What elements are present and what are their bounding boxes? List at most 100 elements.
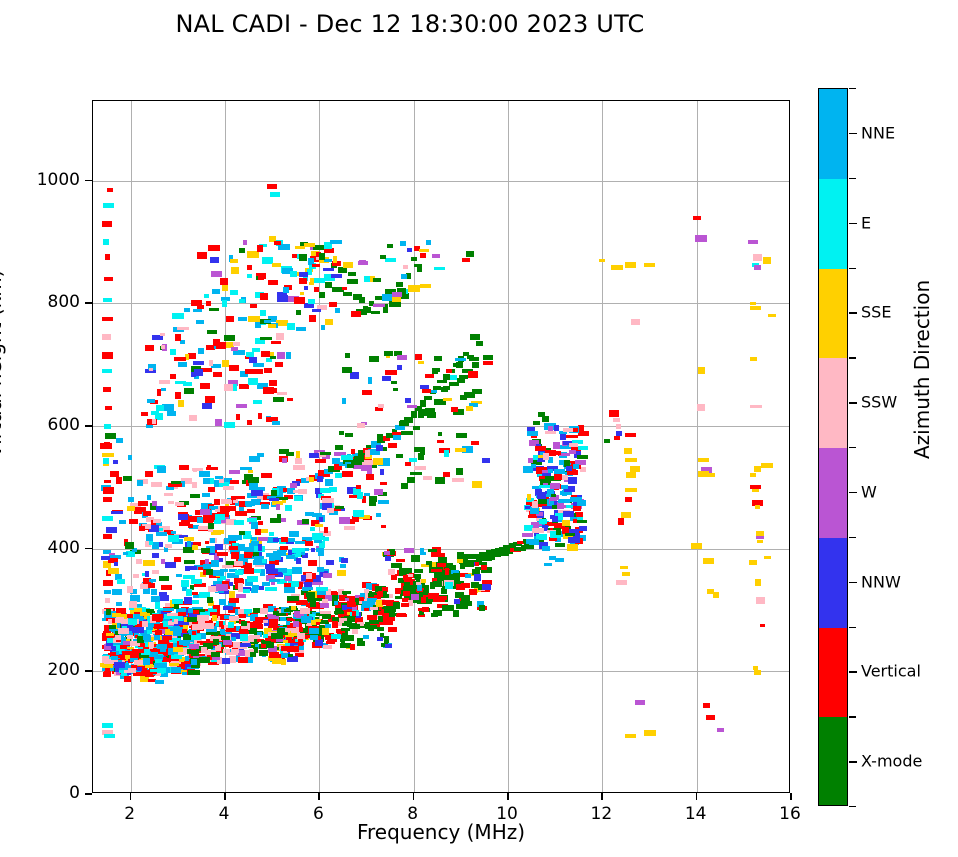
echo-mark xyxy=(219,657,230,664)
echo-mark xyxy=(369,604,378,610)
echo-mark xyxy=(410,593,419,600)
echo-mark xyxy=(129,640,140,646)
echo-mark xyxy=(387,243,394,248)
echo-mark xyxy=(219,278,228,286)
echo-mark xyxy=(455,361,463,368)
echo-mark xyxy=(253,552,260,558)
echo-mark xyxy=(189,493,200,498)
echo-mark xyxy=(377,616,383,623)
echo-mark xyxy=(417,411,424,419)
echo-mark xyxy=(258,413,263,420)
echo-mark xyxy=(214,520,222,525)
echo-mark xyxy=(230,649,239,654)
echo-mark xyxy=(372,304,385,308)
echo-mark xyxy=(134,507,147,515)
echo-mark xyxy=(229,259,238,264)
echo-mark xyxy=(383,593,392,598)
echo-mark xyxy=(120,644,128,649)
echo-mark xyxy=(145,369,157,374)
echo-mark xyxy=(162,608,174,612)
echo-mark xyxy=(262,641,272,645)
echo-mark xyxy=(406,477,415,484)
echo-mark xyxy=(225,507,234,511)
echo-mark xyxy=(437,572,447,580)
echo-mark xyxy=(139,657,148,662)
echo-mark xyxy=(307,299,315,305)
echo-mark xyxy=(532,420,540,425)
echo-mark xyxy=(418,609,424,616)
echo-mark xyxy=(254,322,261,329)
echo-mark xyxy=(343,621,352,626)
echo-mark xyxy=(444,581,453,589)
echo-mark xyxy=(702,557,714,564)
echo-mark xyxy=(325,623,332,628)
echo-mark xyxy=(323,644,333,649)
echo-mark xyxy=(455,584,465,591)
echo-mark xyxy=(383,635,389,643)
echo-mark xyxy=(750,306,762,311)
echo-mark xyxy=(207,607,217,612)
echo-mark xyxy=(379,592,387,599)
echo-mark xyxy=(148,540,153,545)
echo-mark xyxy=(455,591,465,598)
echo-mark xyxy=(313,245,325,251)
echo-mark xyxy=(376,513,382,518)
echo-mark xyxy=(124,675,132,682)
echo-mark xyxy=(167,648,174,656)
echo-mark xyxy=(322,267,334,271)
echo-mark xyxy=(578,424,585,431)
echo-mark xyxy=(356,485,362,490)
echo-mark xyxy=(115,655,124,659)
echo-mark xyxy=(101,316,113,321)
echo-mark xyxy=(353,598,363,606)
echo-mark xyxy=(287,323,296,331)
echo-mark xyxy=(215,574,220,578)
echo-mark xyxy=(175,381,187,385)
colorbar-label-nne: NNE xyxy=(861,123,896,143)
echo-mark xyxy=(259,569,265,577)
echo-mark xyxy=(288,580,300,587)
echo-mark xyxy=(299,241,308,246)
colorbar-label-nnw: NNW xyxy=(861,572,901,592)
echo-mark xyxy=(752,488,760,492)
plot-area xyxy=(92,100,790,793)
echo-mark xyxy=(341,628,351,632)
echo-mark xyxy=(215,476,224,480)
echo-mark xyxy=(419,385,429,390)
x-tick-label: 14 xyxy=(684,804,707,824)
colorbar-boundary-tick xyxy=(849,267,856,269)
echo-mark xyxy=(192,482,198,489)
echo-mark xyxy=(231,534,242,540)
echo-mark xyxy=(204,559,209,567)
echo-mark xyxy=(351,610,356,616)
echo-mark xyxy=(453,609,460,617)
echo-mark xyxy=(465,405,473,411)
echo-mark xyxy=(299,291,304,295)
echo-mark xyxy=(334,308,340,314)
echo-mark xyxy=(451,478,464,483)
echo-mark xyxy=(299,551,305,556)
echo-mark xyxy=(143,657,151,665)
echo-mark xyxy=(269,517,281,523)
echo-mark xyxy=(293,621,300,628)
echo-mark xyxy=(189,600,200,605)
echo-mark xyxy=(539,451,544,455)
echo-mark xyxy=(324,478,333,486)
echo-mark xyxy=(360,464,372,471)
echo-mark xyxy=(384,551,391,556)
echo-mark xyxy=(153,518,162,523)
echo-mark xyxy=(103,589,111,594)
echo-mark xyxy=(104,405,112,410)
echo-mark xyxy=(235,510,248,516)
echo-mark xyxy=(214,529,224,534)
echo-mark xyxy=(294,297,306,305)
echo-mark xyxy=(630,318,640,325)
echo-mark xyxy=(327,465,340,472)
echo-mark xyxy=(190,634,202,641)
echo-mark xyxy=(438,557,448,564)
echo-mark xyxy=(364,588,370,596)
echo-mark xyxy=(139,653,150,659)
echo-mark xyxy=(240,620,247,626)
echo-mark xyxy=(300,627,308,634)
echo-mark xyxy=(485,549,493,555)
